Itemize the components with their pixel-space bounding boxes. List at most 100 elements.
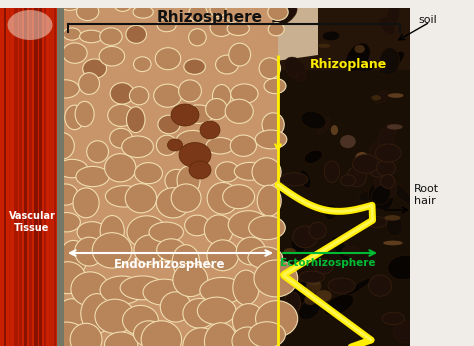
Ellipse shape	[171, 104, 199, 126]
Ellipse shape	[229, 43, 251, 66]
Ellipse shape	[189, 29, 206, 46]
Ellipse shape	[304, 150, 322, 163]
Ellipse shape	[232, 304, 265, 338]
Ellipse shape	[393, 320, 415, 343]
Ellipse shape	[76, 166, 109, 186]
Ellipse shape	[331, 125, 338, 135]
Ellipse shape	[110, 83, 134, 104]
Ellipse shape	[353, 155, 379, 173]
Text: Endorhizosphere: Endorhizosphere	[114, 258, 226, 271]
Ellipse shape	[76, 3, 99, 20]
Ellipse shape	[227, 21, 249, 36]
Bar	[278, 0, 410, 346]
Ellipse shape	[371, 185, 391, 205]
Ellipse shape	[129, 86, 149, 105]
Ellipse shape	[206, 99, 227, 120]
Bar	[39, 0, 43, 346]
Ellipse shape	[204, 323, 237, 346]
Ellipse shape	[212, 84, 231, 108]
Ellipse shape	[207, 240, 238, 271]
Ellipse shape	[359, 192, 372, 202]
Ellipse shape	[318, 44, 330, 48]
Ellipse shape	[60, 240, 87, 275]
Ellipse shape	[125, 184, 156, 213]
Ellipse shape	[317, 117, 330, 134]
Ellipse shape	[179, 80, 201, 102]
Ellipse shape	[63, 28, 81, 40]
Ellipse shape	[382, 312, 404, 325]
Ellipse shape	[308, 281, 320, 285]
Ellipse shape	[315, 290, 332, 302]
Ellipse shape	[92, 233, 132, 268]
Ellipse shape	[255, 301, 298, 337]
Bar	[54, 0, 56, 346]
Ellipse shape	[324, 204, 337, 220]
Ellipse shape	[154, 84, 182, 107]
Ellipse shape	[189, 161, 211, 179]
Ellipse shape	[100, 216, 124, 247]
Ellipse shape	[346, 43, 370, 72]
Ellipse shape	[184, 59, 205, 74]
Ellipse shape	[264, 78, 286, 94]
Ellipse shape	[200, 121, 220, 139]
Ellipse shape	[189, 4, 207, 22]
Ellipse shape	[167, 139, 182, 151]
Ellipse shape	[259, 58, 281, 79]
Ellipse shape	[71, 272, 109, 306]
Ellipse shape	[126, 25, 146, 43]
Ellipse shape	[80, 30, 103, 43]
Ellipse shape	[233, 270, 259, 305]
Ellipse shape	[273, 5, 297, 26]
Bar	[9, 0, 11, 346]
Ellipse shape	[239, 0, 258, 7]
Ellipse shape	[123, 306, 158, 335]
Ellipse shape	[135, 163, 163, 184]
Ellipse shape	[122, 136, 154, 157]
Ellipse shape	[257, 185, 281, 216]
Ellipse shape	[182, 105, 214, 124]
Ellipse shape	[300, 170, 311, 188]
Ellipse shape	[296, 72, 306, 81]
Ellipse shape	[355, 152, 369, 166]
Ellipse shape	[230, 135, 256, 156]
Ellipse shape	[156, 135, 177, 155]
Ellipse shape	[376, 160, 396, 176]
Ellipse shape	[362, 157, 380, 164]
Polygon shape	[248, 0, 318, 65]
Bar	[4, 0, 6, 346]
Ellipse shape	[380, 17, 395, 35]
Ellipse shape	[206, 137, 234, 154]
Ellipse shape	[374, 91, 389, 103]
Ellipse shape	[379, 48, 400, 75]
Ellipse shape	[293, 226, 318, 248]
Ellipse shape	[216, 55, 238, 74]
Ellipse shape	[207, 183, 238, 214]
Ellipse shape	[367, 217, 387, 227]
Ellipse shape	[342, 246, 360, 257]
Ellipse shape	[77, 222, 107, 243]
Ellipse shape	[141, 321, 182, 346]
Ellipse shape	[299, 271, 325, 283]
Bar	[19, 0, 22, 346]
Ellipse shape	[149, 222, 183, 242]
Bar	[410, 0, 474, 346]
Ellipse shape	[352, 53, 365, 61]
Ellipse shape	[114, 0, 131, 11]
Ellipse shape	[168, 0, 185, 8]
Ellipse shape	[223, 185, 255, 209]
Ellipse shape	[232, 327, 263, 346]
Ellipse shape	[158, 115, 180, 134]
Ellipse shape	[388, 181, 414, 205]
Ellipse shape	[75, 237, 104, 266]
Bar	[0, 0, 474, 8]
Ellipse shape	[284, 57, 305, 79]
Ellipse shape	[210, 18, 232, 36]
Ellipse shape	[105, 185, 143, 207]
Ellipse shape	[73, 188, 99, 218]
Ellipse shape	[268, 4, 288, 20]
Ellipse shape	[105, 154, 136, 182]
Ellipse shape	[284, 248, 296, 254]
Ellipse shape	[347, 166, 366, 187]
Ellipse shape	[165, 169, 188, 192]
Ellipse shape	[210, 2, 226, 17]
